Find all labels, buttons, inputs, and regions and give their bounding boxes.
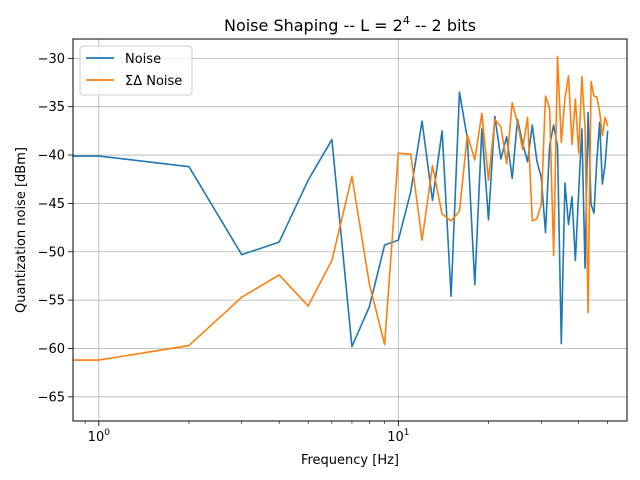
y-tick-label: −55 [38, 294, 65, 309]
plot-frame [72, 38, 628, 422]
grid [73, 39, 627, 421]
legend: Noise ΣΔ Noise [79, 45, 193, 96]
series-line-sigma-delta-noise [73, 55, 609, 361]
x-tick-label: 100 [88, 428, 111, 445]
x-tick-label: 101 [387, 428, 409, 445]
x-axis-label: Frequency [Hz] [301, 453, 399, 468]
y-tick-label: −35 [38, 100, 65, 115]
y-tick-label: −30 [38, 52, 65, 67]
y-tick-label: −60 [38, 342, 65, 357]
chart-title: Noise Shaping -- L = 24 -- 2 bits [224, 14, 476, 35]
chart-title-suffix: -- 2 bits [410, 16, 476, 35]
y-tick-label: −50 [38, 245, 65, 260]
y-tick-label: −65 [38, 390, 65, 405]
chart-title-exponent: 4 [403, 14, 410, 27]
legend-label-noise: Noise [125, 52, 161, 67]
x-axis-ticks: 100 101 [84, 421, 608, 445]
y-tick-label: −40 [38, 149, 65, 164]
chart-title-main: Noise Shaping -- L = 2 [224, 16, 403, 35]
series-lines [73, 55, 609, 361]
series-line-noise [73, 91, 609, 348]
legend-label-sigma-delta-noise: ΣΔ Noise [125, 74, 182, 89]
y-axis-label: Quantization noise [dBm] [14, 147, 29, 313]
y-axis-ticks: −65 −60 −55 −50 −45 −40 −35 −30 [38, 52, 73, 405]
y-tick-label: −45 [38, 197, 65, 212]
